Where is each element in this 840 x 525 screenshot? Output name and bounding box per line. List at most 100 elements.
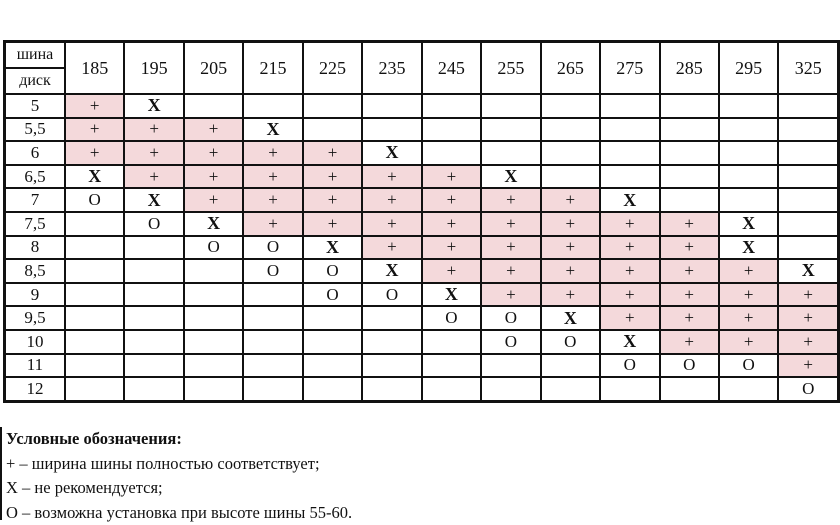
table-cell [124,283,183,307]
table-cell [778,188,838,212]
table-cell: X [303,236,362,260]
table-cell: + [660,330,719,354]
row-header: 8 [5,236,65,260]
table-cell [362,306,421,330]
table-cell [124,259,183,283]
table-cell: + [362,188,421,212]
table-cell: + [65,141,124,165]
table-cell: + [719,283,778,307]
table-cell: + [184,188,243,212]
table-cell [719,165,778,189]
column-header: 245 [422,42,481,95]
table-cell [65,283,124,307]
table-cell: X [481,165,540,189]
table-cell [362,354,421,378]
table-cell [184,283,243,307]
column-header: 265 [541,42,600,95]
table-cell: O [184,236,243,260]
table-cell [422,141,481,165]
table-cell: + [600,236,659,260]
table-cell: + [65,94,124,118]
table-cell: + [778,306,838,330]
table-cell: + [422,236,481,260]
table-cell: + [184,165,243,189]
table-cell: X [124,94,183,118]
table-cell [65,212,124,236]
table-cell [124,377,183,401]
table-cell: O [422,306,481,330]
table-cell: + [600,212,659,236]
table-cell: O [303,259,362,283]
table-cell [660,118,719,142]
table-cell: + [660,306,719,330]
table-cell [481,141,540,165]
table-cell [541,354,600,378]
table-cell: + [422,259,481,283]
table-cell: + [541,259,600,283]
table-cell [600,118,659,142]
table-cell [660,94,719,118]
table-cell [243,94,302,118]
table-cell [719,377,778,401]
table-cell: + [362,165,421,189]
row-header: 12 [5,377,65,401]
table-cell: X [600,330,659,354]
table-cell: + [600,283,659,307]
column-header: 235 [362,42,421,95]
table-cell [303,377,362,401]
row-header: 11 [5,354,65,378]
table-cell: X [541,306,600,330]
table-cell [719,141,778,165]
table-cell: + [481,259,540,283]
table-cell: O [600,354,659,378]
column-header: 275 [600,42,659,95]
table-cell: O [660,354,719,378]
table-cell: X [362,259,421,283]
table-cell: + [481,188,540,212]
table-row: 6+++++X [5,141,839,165]
legend: Условные обозначения: + – ширина шины по… [0,427,840,520]
row-header: 5 [5,94,65,118]
row-header: 6 [5,141,65,165]
table-cell [778,141,838,165]
table-cell: + [303,165,362,189]
table-cell: + [243,188,302,212]
table-cell: + [243,212,302,236]
table-cell [184,354,243,378]
table-cell [660,377,719,401]
column-header: 195 [124,42,183,95]
table-cell [719,118,778,142]
table-cell [65,354,124,378]
table-cell: X [65,165,124,189]
row-header: 5,5 [5,118,65,142]
table-cell [660,188,719,212]
table-cell [303,118,362,142]
table-cell: O [303,283,362,307]
table-cell: + [778,283,838,307]
table-cell [541,141,600,165]
row-header: 10 [5,330,65,354]
row-header: 6,5 [5,165,65,189]
table-cell: O [481,306,540,330]
table-cell [124,236,183,260]
table-cell [65,236,124,260]
table-cell: O [65,188,124,212]
table-cell: X [124,188,183,212]
table-cell: + [660,212,719,236]
table-cell [778,165,838,189]
table-cell: + [481,236,540,260]
table-cell: + [184,118,243,142]
table-cell: X [422,283,481,307]
table-cell [778,212,838,236]
table-cell: + [719,306,778,330]
table-cell [184,377,243,401]
table-cell: + [660,283,719,307]
row-header: 8,5 [5,259,65,283]
legend-plus: + – ширина шины полностью соответствует; [6,452,840,477]
